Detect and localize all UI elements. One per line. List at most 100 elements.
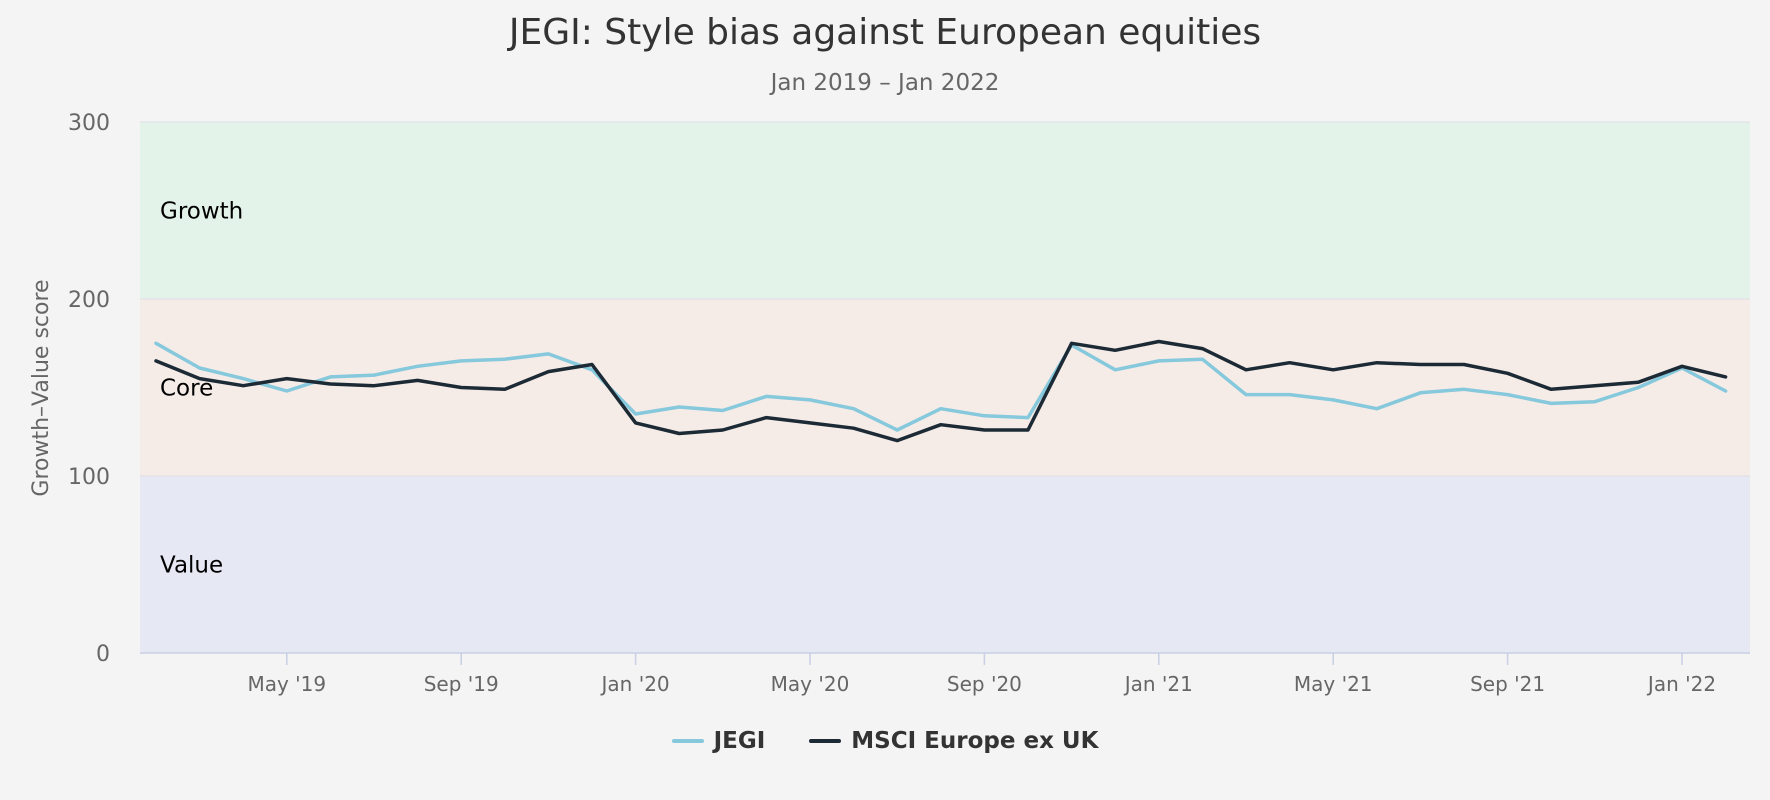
data-point [722, 429, 724, 431]
data-point [1419, 392, 1422, 394]
data-point [1332, 369, 1334, 371]
axes: 0 100 200 300 May '19 Sep '19 Jan '20 May '20 Se… [68, 111, 1750, 696]
data-point [896, 439, 898, 442]
data-point [329, 376, 332, 378]
y-axis-title: Growth–Value score [29, 279, 54, 496]
data-point [765, 416, 768, 419]
data-point [983, 415, 986, 417]
data-point [155, 360, 157, 362]
legend: JEGI MSCI Europe ex UK [0, 728, 1770, 754]
data-point [1463, 363, 1465, 366]
data-point [1550, 388, 1552, 391]
data-point [809, 399, 811, 401]
data-point [1637, 386, 1640, 389]
plot-band-growth [140, 122, 1750, 299]
data-point [460, 386, 463, 389]
data-point [547, 353, 550, 355]
data-point [1288, 361, 1291, 364]
x-tick-label: Jan '21 [1123, 672, 1193, 696]
legend-item-msci-europe-ex-uk[interactable]: MSCI Europe ex UK [809, 728, 1098, 754]
x-tick-label: May '20 [771, 672, 850, 696]
data-point [809, 422, 811, 424]
legend-label: MSCI Europe ex UK [851, 728, 1099, 754]
legend-item-jegi[interactable]: JEGI [671, 728, 766, 754]
x-tick-label: Sep '19 [424, 672, 499, 696]
data-point [896, 429, 898, 431]
data-point [329, 383, 332, 385]
x-tick-label: Sep '21 [1470, 672, 1545, 696]
data-point [373, 374, 375, 376]
data-point [765, 395, 768, 398]
data-point [1245, 393, 1247, 396]
y-tick-label: 300 [68, 111, 110, 136]
data-point [242, 384, 244, 387]
legend-label: JEGI [713, 728, 766, 754]
data-point [722, 409, 724, 412]
data-point [198, 377, 201, 380]
data-point [373, 384, 375, 387]
data-point [1201, 358, 1204, 360]
plot-band-value [140, 476, 1750, 653]
data-point [591, 369, 593, 371]
data-point [591, 363, 593, 366]
x-tick-label: Jan '22 [1646, 672, 1716, 696]
data-point [198, 367, 201, 369]
data-point [1114, 349, 1116, 352]
data-point [286, 390, 288, 392]
data-point [1594, 384, 1596, 387]
data-point [1158, 360, 1160, 362]
data-point [1070, 342, 1073, 345]
x-tick-label: Jan '20 [600, 672, 670, 696]
data-point [1201, 347, 1204, 350]
data-point [852, 427, 855, 430]
data-point [155, 342, 157, 345]
data-point [1027, 429, 1029, 431]
plot-band-core [140, 299, 1750, 476]
data-point [1724, 390, 1727, 392]
data-point [940, 407, 942, 410]
chart-title: JEGI: Style bias against European equiti… [508, 12, 1262, 53]
data-point [1027, 416, 1029, 419]
legend-swatch [809, 739, 842, 743]
data-point [634, 422, 637, 424]
x-tick-label: Sep '20 [947, 672, 1022, 696]
y-tick-label: 200 [68, 288, 110, 313]
band-label-value: Value [160, 553, 223, 579]
band-label-growth: Growth [160, 199, 243, 225]
data-point [1288, 393, 1291, 396]
data-point [1158, 340, 1160, 343]
data-point [1332, 399, 1334, 401]
data-point [416, 379, 419, 382]
grid-lines [140, 121, 1750, 477]
data-point [1463, 388, 1465, 391]
data-point [678, 406, 680, 408]
data-point [547, 370, 550, 373]
data-point [1376, 407, 1378, 410]
x-tick-label: May '21 [1294, 672, 1373, 696]
data-point [460, 360, 463, 362]
data-point [1419, 363, 1422, 366]
chart-subtitle: Jan 2019 – Jan 2022 [770, 70, 1000, 96]
data-point [1637, 381, 1640, 383]
data-point [504, 358, 506, 360]
data-point [1376, 361, 1378, 364]
data-point [1724, 376, 1727, 378]
data-point [634, 413, 637, 415]
data-point [1681, 365, 1683, 368]
data-point [1506, 393, 1509, 396]
y-tick-label: 100 [68, 465, 110, 490]
data-point [1594, 400, 1596, 403]
data-point [1114, 369, 1116, 371]
y-tick-label: 0 [96, 642, 110, 667]
data-point [678, 432, 680, 435]
series-lines [154, 339, 1728, 443]
data-point [940, 423, 942, 426]
data-point [1506, 372, 1509, 375]
data-point [242, 377, 244, 380]
data-point [286, 377, 288, 380]
data-point [852, 407, 855, 410]
plot-bands [140, 122, 1750, 653]
x-tick-label: May '19 [247, 672, 326, 696]
